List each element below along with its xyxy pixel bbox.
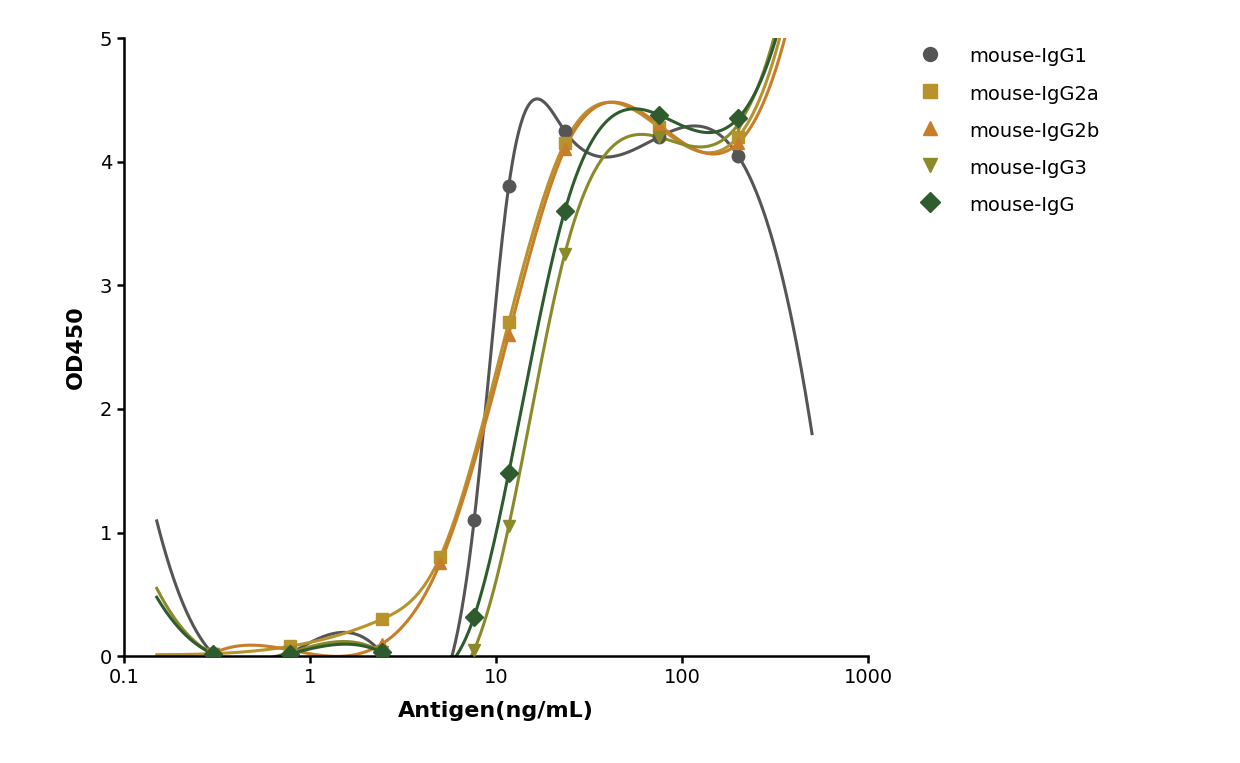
mouse-IgG2a	[557, 139, 572, 148]
X-axis label: Antigen(ng/mL): Antigen(ng/mL)	[398, 701, 594, 721]
mouse-IgG2a	[433, 552, 448, 562]
mouse-IgG2a	[283, 642, 298, 651]
mouse-IgG2b	[433, 559, 448, 568]
mouse-IgG2a	[651, 123, 666, 132]
Line: mouse-IgG: mouse-IgG	[207, 108, 744, 660]
Line: mouse-IgG2a: mouse-IgG2a	[207, 121, 744, 660]
mouse-IgG3	[651, 133, 666, 142]
Line: mouse-IgG2b: mouse-IgG2b	[207, 118, 744, 660]
mouse-IgG2a	[206, 649, 221, 658]
mouse-IgG3	[374, 648, 389, 657]
mouse-IgG	[466, 612, 481, 621]
mouse-IgG	[501, 468, 516, 478]
mouse-IgG1	[651, 133, 666, 142]
mouse-IgG	[730, 114, 745, 123]
Line: mouse-IgG1: mouse-IgG1	[207, 124, 744, 660]
mouse-IgG2a	[730, 133, 745, 142]
mouse-IgG1	[730, 151, 745, 160]
mouse-IgG	[651, 110, 666, 119]
mouse-IgG3	[557, 250, 572, 259]
mouse-IgG2b	[206, 649, 221, 658]
mouse-IgG	[557, 207, 572, 216]
mouse-IgG2b	[283, 645, 298, 655]
mouse-IgG2b	[651, 120, 666, 129]
mouse-IgG2a	[374, 614, 389, 623]
mouse-IgG2b	[557, 145, 572, 154]
mouse-IgG2a	[501, 318, 516, 327]
mouse-IgG3	[730, 120, 745, 129]
mouse-IgG1	[501, 182, 516, 191]
mouse-IgG	[206, 649, 221, 658]
mouse-IgG1	[206, 649, 221, 658]
Legend: mouse-IgG1, mouse-IgG2a, mouse-IgG2b, mouse-IgG3, mouse-IgG: mouse-IgG1, mouse-IgG2a, mouse-IgG2b, mo…	[898, 38, 1107, 223]
mouse-IgG2b	[374, 639, 389, 649]
mouse-IgG3	[501, 522, 516, 531]
mouse-IgG1	[466, 516, 481, 525]
mouse-IgG1	[283, 649, 298, 658]
Line: mouse-IgG3: mouse-IgG3	[207, 118, 744, 660]
Y-axis label: OD450: OD450	[66, 305, 86, 389]
mouse-IgG3	[206, 649, 221, 658]
mouse-IgG3	[466, 645, 481, 655]
mouse-IgG	[374, 648, 389, 657]
mouse-IgG1	[374, 649, 389, 658]
mouse-IgG	[283, 649, 298, 658]
mouse-IgG3	[283, 648, 298, 657]
mouse-IgG2b	[730, 139, 745, 148]
mouse-IgG1	[557, 126, 572, 136]
mouse-IgG2b	[501, 330, 516, 340]
